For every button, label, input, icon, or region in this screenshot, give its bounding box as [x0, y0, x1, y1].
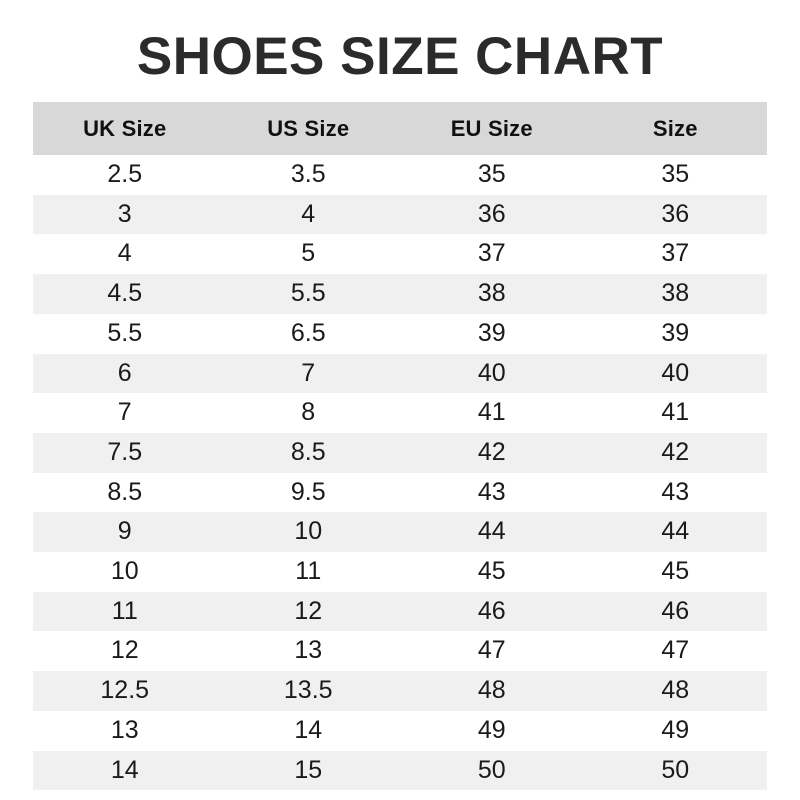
- table-cell: 6: [33, 353, 217, 394]
- table-row: 14 15 50 50: [33, 750, 767, 791]
- table-cell: 50: [400, 750, 584, 791]
- table-cell: 9: [33, 512, 217, 553]
- table-row: 2.5 3.5 35 35: [33, 155, 767, 195]
- table-cell: 8.5: [33, 472, 217, 513]
- table-cell: 10: [33, 552, 217, 592]
- column-header-eu-size: EU Size: [400, 102, 584, 155]
- table-row: 12 13 47 47: [33, 631, 767, 672]
- size-table-container: UK Size US Size EU Size Size 2.5 3.5 35 35 3…: [33, 102, 767, 791]
- table-row: 7.5 8.5 42 42: [33, 432, 767, 473]
- table-cell: 44: [400, 512, 584, 553]
- table-cell: 12: [33, 631, 217, 672]
- table-row: 5.5 6.5 39 39: [33, 313, 767, 354]
- table-cell: 11: [216, 552, 400, 592]
- table-cell: 40: [583, 353, 767, 394]
- table-cell: 14: [216, 710, 400, 751]
- table-cell: 39: [400, 313, 584, 354]
- table-row: 3 4 36 36: [33, 194, 767, 235]
- table-cell: 13: [33, 710, 217, 751]
- table-cell: 7: [216, 353, 400, 394]
- table-cell: 3.5: [216, 155, 400, 195]
- table-cell: 12.5: [33, 671, 217, 711]
- table-cell: 5.5: [216, 274, 400, 314]
- column-header-us-size: US Size: [216, 102, 400, 155]
- table-cell: 36: [583, 194, 767, 235]
- table-row: 6 7 40 40: [33, 353, 767, 394]
- table-cell: 35: [400, 155, 584, 195]
- page-title: SHOES SIZE CHART: [136, 27, 664, 86]
- table-cell: 38: [400, 274, 584, 314]
- table-cell: 9.5: [216, 472, 400, 513]
- table-cell: 11: [33, 591, 217, 632]
- table-cell: 2.5: [33, 155, 217, 195]
- table-row: 13 14 49 49: [33, 710, 767, 751]
- table-body: 2.5 3.5 35 35 3 4 36 36 4 5 37 37 4.5 5.5 38 38 5.5 6.5 39…: [33, 155, 767, 791]
- table-cell: 36: [400, 194, 584, 235]
- table-cell: 12: [216, 591, 400, 632]
- table-row: 4.5 5.5 38 38: [33, 274, 767, 314]
- shoe-size-table: UK Size US Size EU Size Size 2.5 3.5 35 35 3…: [33, 102, 767, 791]
- table-cell: 49: [400, 710, 584, 751]
- table-cell: 47: [400, 631, 584, 672]
- table-cell: 46: [400, 591, 584, 632]
- column-header-size: Size: [583, 102, 767, 155]
- table-cell: 48: [583, 671, 767, 711]
- column-header-uk-size: UK Size: [33, 102, 217, 155]
- table-row: 12.5 13.5 48 48: [33, 671, 767, 711]
- table-cell: 39: [583, 313, 767, 354]
- table-row: 9 10 44 44: [33, 512, 767, 553]
- table-cell: 37: [583, 234, 767, 275]
- table-cell: 42: [400, 432, 584, 473]
- table-cell: 41: [583, 393, 767, 433]
- table-cell: 40: [400, 353, 584, 394]
- table-cell: 6.5: [216, 313, 400, 354]
- table-cell: 3: [33, 194, 217, 235]
- table-row: 10 11 45 45: [33, 552, 767, 592]
- table-cell: 14: [33, 750, 217, 791]
- table-cell: 43: [583, 472, 767, 513]
- table-cell: 4.5: [33, 274, 217, 314]
- table-cell: 7: [33, 393, 217, 433]
- table-header-row: UK Size US Size EU Size Size: [33, 102, 767, 155]
- table-cell: 4: [33, 234, 217, 275]
- table-cell: 46: [583, 591, 767, 632]
- table-cell: 4: [216, 194, 400, 235]
- table-cell: 49: [583, 710, 767, 751]
- table-row: 8.5 9.5 43 43: [33, 472, 767, 513]
- table-row: 7 8 41 41: [33, 393, 767, 433]
- table-cell: 47: [583, 631, 767, 672]
- table-cell: 8.5: [216, 432, 400, 473]
- table-header: UK Size US Size EU Size Size: [33, 102, 767, 155]
- table-cell: 42: [583, 432, 767, 473]
- table-cell: 44: [583, 512, 767, 553]
- table-cell: 45: [400, 552, 584, 592]
- table-cell: 50: [583, 750, 767, 791]
- table-cell: 5.5: [33, 313, 217, 354]
- table-cell: 8: [216, 393, 400, 433]
- table-cell: 13: [216, 631, 400, 672]
- table-cell: 5: [216, 234, 400, 275]
- table-cell: 10: [216, 512, 400, 553]
- table-cell: 13.5: [216, 671, 400, 711]
- table-cell: 38: [583, 274, 767, 314]
- table-cell: 15: [216, 750, 400, 791]
- table-cell: 7.5: [33, 432, 217, 473]
- table-cell: 41: [400, 393, 584, 433]
- table-row: 11 12 46 46: [33, 591, 767, 632]
- table-cell: 35: [583, 155, 767, 195]
- table-cell: 37: [400, 234, 584, 275]
- table-row: 4 5 37 37: [33, 234, 767, 275]
- table-cell: 48: [400, 671, 584, 711]
- table-cell: 45: [583, 552, 767, 592]
- table-cell: 43: [400, 472, 584, 513]
